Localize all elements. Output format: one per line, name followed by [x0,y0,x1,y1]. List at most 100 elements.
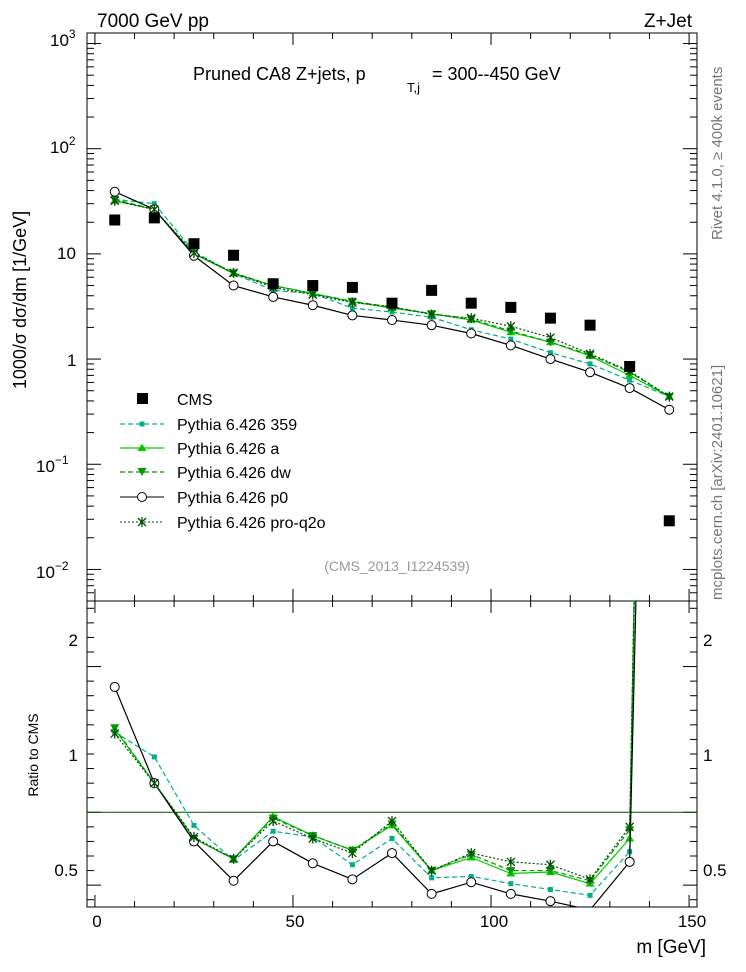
ratio-point-pythia-6-426-dw [506,867,516,876]
main-point-pythia-6-426-p0 [624,383,635,394]
main-point-pythia-6-426-pro-q2o [506,321,516,332]
main-point-pythia-6-426-pro-q2o [347,297,357,308]
x-tick-50: 50 [286,912,305,931]
main-panel-series [109,186,675,527]
ratio-y-tick-labels: 0.5 1 2 0.5 1 2 [54,631,726,880]
ratio-point-pythia-6-426-pro-q2o [110,728,120,739]
main-point-pythia-6-426-359 [389,309,395,315]
main-point-pythia-6-426-pro-q2o [229,267,239,278]
ratio-point-pythia-6-426-359 [547,887,553,893]
data-point-cms [346,281,358,293]
main-point-pythia-6-426-pro-q2o [664,391,674,402]
main-point-pythia-6-426-p0 [387,315,397,326]
main-point-pythia-6-426-pro-q2o [585,348,595,359]
ratio-point-pythia-6-426-p0 [387,848,397,859]
main-point-pythia-6-426-p0 [228,280,239,291]
legend-label-dw: Pythia 6.426 dw [177,465,291,482]
ratio-point-pythia-6-426-359 [270,828,276,834]
main-point-pythia-6-426-pro-q2o [308,289,318,300]
ratio-panel-series [87,601,697,907]
main-y-tick-labels: 10−2 10−1 1 10 102 103 [36,27,76,582]
title-tail: = 300--450 GeV [432,64,561,84]
main-point-pythia-6-426-359 [547,350,553,356]
header-right: Z+Jet [644,11,693,32]
ratio-point-pythia-6-426-pro-q2o [347,848,357,859]
main-point-pythia-6-426-p0 [109,186,120,197]
main-y-tick-10: 10 [57,244,76,263]
main-point-pythia-6-426-pro-q2o [545,332,555,343]
data-point-cms [663,515,675,527]
main-point-pythia-6-426-p0 [426,320,437,331]
ratio-point-pythia-6-426-pro-q2o [585,874,595,885]
data-point-cms [386,297,398,309]
legend-entry-cms: CMS [137,392,213,409]
main-point-pythia-6-426-359 [587,361,593,367]
ratio-clip-group [87,601,697,907]
ratio-point-pythia-6-426-pro-q2o [189,832,199,843]
ratio-point-pythia-6-426-p0 [466,877,477,888]
ratio-point-pythia-6-426-p0 [228,875,239,886]
legend-label-p0: Pythia 6.426 p0 [177,490,288,507]
ratio-point-pythia-6-426-p0 [545,896,556,907]
legend-marker-cms [137,393,148,404]
legend-label-a: Pythia 6.426 a [177,441,279,458]
ratio-point-pythia-6-426-p0 [505,888,516,899]
data-point-cms [465,297,477,309]
data-point-cms [267,278,279,290]
ratio-point-pythia-6-426-p0 [109,681,120,692]
legend: CMS Pythia 6.426 359 Pythia 6.426 a Pyth… [120,392,326,532]
data-point-cms [544,312,556,324]
main-line-pythia-6-426-pro-q2o [114,200,670,398]
title-subscript: T,j [407,80,420,95]
ratio-point-pythia-6-426-p0 [426,888,437,899]
ratio-point-pythia-6-426-dw [110,724,120,733]
x-tick-100: 100 [480,912,508,931]
x-tick-labels: 0 50 100 150 [92,912,706,931]
legend-marker-p0 [137,492,147,502]
ratio-point-pythia-6-426-359 [349,862,355,868]
ratio-point-pythia-6-426-359 [389,836,395,842]
ratio-point-pythia-6-426-pro-q2o [625,821,635,832]
x-tick-150: 150 [678,912,706,931]
ratio-y-label: Ratio to CMS [25,713,41,796]
ratio-point-pythia-6-426-pro-q2o [149,778,159,789]
main-point-pythia-6-426-p0 [505,340,516,351]
legend-marker-pro-q2o [137,517,147,527]
ratio-y-tick-2-right: 2 [703,631,712,650]
ratio-point-pythia-6-426-dw [545,867,555,876]
axis-ticks [87,33,697,907]
analysis-reference: (CMS_2013_I1224539) [324,558,470,574]
ratio-y-tick-0.5-right: 0.5 [703,861,727,880]
ratio-point-pythia-6-426-pro-q2o [427,865,437,876]
header-left: 7000 GeV pp [97,11,209,32]
main-y-label: 1000/σ dσ/dm [1/GeV] [10,211,30,389]
ratio-point-pythia-6-426-p0 [268,836,279,847]
ratio-point-pythia-6-426-p0 [347,874,358,885]
ratio-point-pythia-6-426-359 [468,873,474,879]
main-point-pythia-6-426-359 [349,305,355,311]
main-clip-group [109,186,675,527]
main-point-pythia-6-426-p0 [466,328,477,339]
legend-label-pro-q2o: Pythia 6.426 pro-q2o [177,515,326,532]
data-point-cms [148,212,160,224]
ratio-y-tick-1-left: 1 [69,746,78,765]
data-point-cms [228,249,240,261]
data-point-cms [505,301,517,313]
main-y-tick-1e-1: 10−1 [36,453,69,476]
ratio-point-pythia-6-426-359 [587,892,593,898]
main-point-pythia-6-426-359 [508,336,514,342]
main-point-pythia-6-426-359 [151,201,157,207]
main-point-pythia-6-426-p0 [585,367,596,378]
ratio-point-pythia-6-426-p0 [307,858,318,869]
ratio-point-pythia-6-426-359 [429,875,435,881]
ratio-point-pythia-6-426-pro-q2o [506,856,516,867]
main-point-pythia-6-426-pro-q2o [427,309,437,320]
data-point-cms [109,214,121,226]
legend-marker-a [137,443,147,451]
main-point-pythia-6-426-p0 [307,300,318,311]
data-point-cms [426,284,438,296]
main-y-tick-1e-2: 10−2 [36,559,69,582]
ratio-y-tick-2-left: 2 [69,631,78,650]
data-point-cms [188,238,200,250]
